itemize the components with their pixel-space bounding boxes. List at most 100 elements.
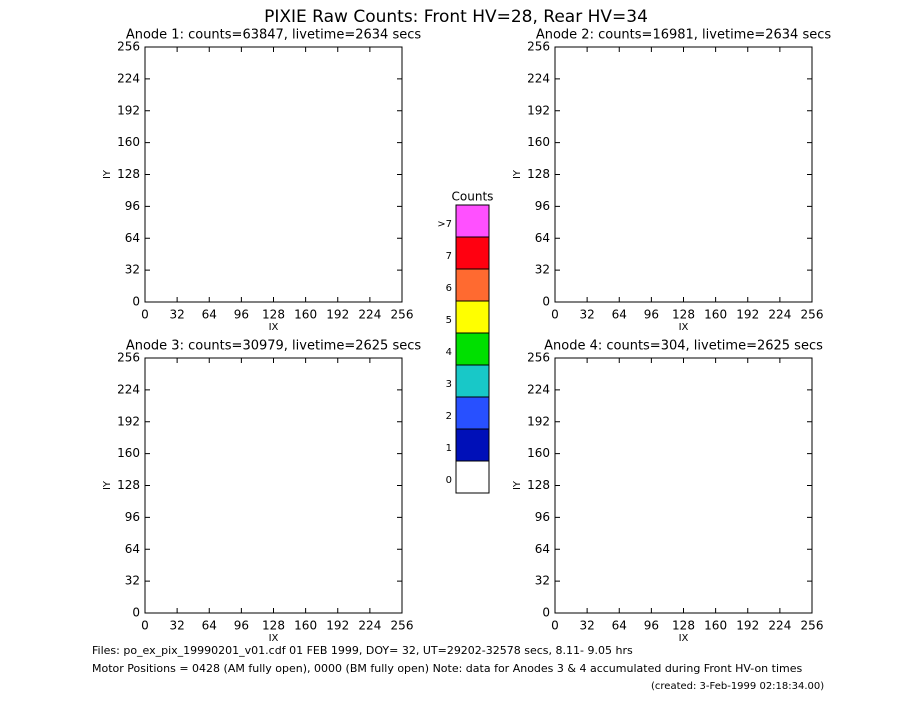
colorbar-label: 3 xyxy=(446,379,452,390)
y-tick-label: 64 xyxy=(125,231,140,245)
x-tick-label: 160 xyxy=(704,619,727,633)
y-tick-label: 128 xyxy=(527,167,550,181)
x-axis-label: IX xyxy=(679,633,689,644)
footer-created: (created: 3-Feb-1999 02:18:34.00) xyxy=(651,681,824,692)
x-tick-label: 192 xyxy=(326,308,349,322)
panel-title: Anode 4: counts=304, livetime=2625 secs xyxy=(544,339,823,354)
colorbar-label: 0 xyxy=(446,475,452,486)
y-tick-label: 256 xyxy=(117,40,140,54)
x-tick-label: 96 xyxy=(234,308,249,322)
colorbar-label: 6 xyxy=(446,283,452,294)
color-box xyxy=(455,268,490,302)
x-tick-label: 192 xyxy=(736,308,759,322)
x-tick-label: 128 xyxy=(262,619,285,633)
color-box xyxy=(455,332,490,366)
x-tick-label: 224 xyxy=(358,619,381,633)
y-axis-label: IY xyxy=(512,480,523,490)
colorbar-label: 2 xyxy=(446,411,452,422)
panel-title: Anode 3: counts=30979, livetime=2625 sec… xyxy=(126,339,422,354)
y-tick-label: 256 xyxy=(527,351,550,365)
colorbar-label: 4 xyxy=(446,347,452,358)
x-tick-label: 0 xyxy=(141,619,149,633)
x-tick-label: 256 xyxy=(801,619,824,633)
x-tick-label: 192 xyxy=(736,619,759,633)
x-tick-label: 160 xyxy=(704,308,727,322)
y-tick-label: 192 xyxy=(527,414,550,428)
color-box xyxy=(455,236,490,270)
y-tick-label: 32 xyxy=(535,263,550,277)
x-tick-label: 0 xyxy=(551,308,559,322)
panel-title: Anode 1: counts=63847, livetime=2634 sec… xyxy=(126,28,422,43)
x-axis-label: IX xyxy=(269,322,279,333)
y-tick-label: 128 xyxy=(117,478,140,492)
colorbar-title: Counts xyxy=(452,190,494,204)
footer-files: Files: po_ex_pix_19990201_v01.cdf 01 FEB… xyxy=(92,644,633,657)
y-tick-label: 160 xyxy=(527,446,550,460)
color-box xyxy=(455,396,490,430)
x-tick-label: 256 xyxy=(391,308,414,322)
y-tick-label: 64 xyxy=(535,542,550,556)
y-axis-label: IY xyxy=(102,480,113,490)
x-tick-label: 96 xyxy=(644,308,659,322)
x-tick-label: 224 xyxy=(358,308,381,322)
plot-frame xyxy=(554,357,813,614)
y-tick-label: 224 xyxy=(527,382,550,396)
y-tick-label: 96 xyxy=(535,510,550,524)
x-tick-label: 96 xyxy=(644,619,659,633)
color-box xyxy=(455,300,490,334)
y-tick-label: 0 xyxy=(132,606,140,620)
colorbar-label: 1 xyxy=(446,443,452,454)
y-tick-label: 160 xyxy=(527,135,550,149)
y-tick-label: 96 xyxy=(125,510,140,524)
x-tick-label: 32 xyxy=(169,619,184,633)
y-tick-label: 192 xyxy=(117,103,140,117)
color-box xyxy=(455,428,490,462)
plot-frame xyxy=(554,46,813,303)
color-box xyxy=(455,204,490,238)
x-tick-label: 64 xyxy=(202,619,217,633)
x-tick-label: 0 xyxy=(141,308,149,322)
x-tick-label: 128 xyxy=(672,308,695,322)
colorbar-label: 7 xyxy=(446,251,452,262)
y-tick-label: 64 xyxy=(125,542,140,556)
y-tick-label: 256 xyxy=(527,40,550,54)
x-axis-label: IX xyxy=(679,322,689,333)
plot-frame xyxy=(144,357,403,614)
x-tick-label: 224 xyxy=(768,619,791,633)
y-tick-label: 160 xyxy=(117,446,140,460)
x-tick-label: 128 xyxy=(262,308,285,322)
y-axis-label: IY xyxy=(512,169,523,179)
x-tick-label: 224 xyxy=(768,308,791,322)
colorbar-label: 5 xyxy=(446,315,452,326)
page-title: PIXIE Raw Counts: Front HV=28, Rear HV=3… xyxy=(264,7,648,27)
x-axis-label: IX xyxy=(269,633,279,644)
x-tick-label: 96 xyxy=(234,619,249,633)
color-box xyxy=(455,460,490,494)
y-tick-label: 192 xyxy=(527,103,550,117)
y-tick-label: 96 xyxy=(535,199,550,213)
y-tick-label: 0 xyxy=(542,606,550,620)
y-tick-label: 32 xyxy=(125,263,140,277)
x-tick-label: 0 xyxy=(551,619,559,633)
y-tick-label: 32 xyxy=(125,574,140,588)
y-tick-label: 96 xyxy=(125,199,140,213)
panel-title: Anode 2: counts=16981, livetime=2634 sec… xyxy=(536,28,832,43)
x-tick-label: 160 xyxy=(294,619,317,633)
y-tick-label: 128 xyxy=(117,167,140,181)
x-tick-label: 64 xyxy=(612,308,627,322)
y-axis-label: IY xyxy=(102,169,113,179)
colorbar-label: >7 xyxy=(437,219,452,230)
x-tick-label: 256 xyxy=(801,308,824,322)
footer-motor: Motor Positions = 0428 (AM fully open), … xyxy=(92,662,802,675)
y-tick-label: 0 xyxy=(132,295,140,309)
y-tick-label: 192 xyxy=(117,414,140,428)
y-tick-label: 128 xyxy=(527,478,550,492)
x-tick-label: 32 xyxy=(579,308,594,322)
y-tick-label: 224 xyxy=(117,382,140,396)
x-tick-label: 256 xyxy=(391,619,414,633)
x-tick-label: 128 xyxy=(672,619,695,633)
y-tick-label: 256 xyxy=(117,351,140,365)
y-tick-label: 224 xyxy=(527,71,550,85)
x-tick-label: 160 xyxy=(294,308,317,322)
